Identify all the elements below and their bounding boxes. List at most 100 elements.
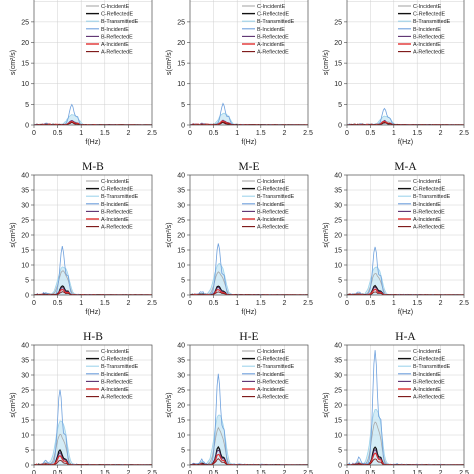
y-tick-label: 5 — [181, 277, 185, 284]
y-tick-label: 35 — [21, 357, 29, 364]
legend-label: A-IncidentE — [101, 42, 129, 48]
series-line — [347, 115, 464, 125]
x-tick-label: 0 — [32, 470, 36, 474]
x-tick-label: 0.5 — [209, 470, 219, 474]
x-tick-label: 1 — [79, 300, 83, 307]
x-tick-label: 2.5 — [147, 470, 157, 474]
x-tick-label: 2 — [126, 300, 130, 307]
legend-label: C-ReflectedE — [101, 187, 133, 193]
series-line — [34, 103, 152, 125]
series-fill — [34, 114, 152, 125]
x-axis-label: f(Hz) — [241, 139, 256, 146]
legend-label: A-IncidentE — [101, 387, 129, 393]
y-tick-label: 15 — [177, 247, 185, 254]
legend-label: A-ReflectedE — [101, 225, 133, 231]
legend-label: A-IncidentE — [257, 217, 285, 223]
legend-label: C-IncidentE — [413, 4, 442, 10]
series-line — [347, 409, 464, 465]
series-fill — [347, 116, 464, 125]
series-fill — [190, 263, 308, 295]
series-fill — [190, 415, 308, 465]
legend-label: B-ReflectedE — [413, 34, 445, 40]
y-tick-label: 25 — [334, 19, 342, 26]
legend-label: C-IncidentE — [101, 179, 130, 185]
x-tick-label: 1.5 — [256, 470, 266, 474]
series-fill — [190, 113, 308, 125]
series-line — [347, 266, 464, 295]
x-tick-label: 2.5 — [459, 130, 469, 137]
legend-label: B-TransmittedE — [101, 19, 139, 25]
x-tick-label: 1.5 — [256, 300, 266, 307]
panel-title: H-E — [239, 331, 258, 343]
series-line — [34, 270, 152, 295]
series-line — [347, 107, 464, 125]
legend-label: B-TransmittedE — [257, 194, 295, 200]
y-tick-label: 5 — [338, 277, 342, 284]
y-tick-label: 0 — [338, 462, 342, 469]
chart-panel: 0 0.5 1 1.5 2 2.5 0 5 10 15 20 25 f(Hz) s(cm²/s) C-Inc… — [166, 0, 313, 146]
y-tick-label: 0 — [25, 292, 29, 299]
legend-label: C-ReflectedE — [101, 12, 133, 18]
legend-label: B-TransmittedE — [413, 364, 451, 370]
series-fill — [347, 267, 464, 295]
y-tick-label: 20 — [21, 402, 29, 409]
legend-label: C-IncidentE — [101, 4, 130, 10]
x-tick-label: 1 — [392, 300, 396, 307]
x-tick-label: 2.5 — [303, 130, 313, 137]
y-tick-label: 20 — [21, 40, 29, 47]
y-tick-label: 15 — [177, 417, 185, 424]
y-tick-label: 40 — [21, 342, 29, 349]
legend-label: B-ReflectedE — [101, 34, 133, 40]
legend-label: C-ReflectedE — [413, 187, 445, 193]
series-line — [34, 121, 152, 125]
y-tick-label: 15 — [21, 61, 29, 68]
series-line — [190, 263, 308, 295]
legend-label: A-IncidentE — [257, 387, 285, 393]
y-tick-label: 25 — [21, 19, 29, 26]
legend-label: C-ReflectedE — [257, 187, 289, 193]
x-tick-label: 2.5 — [147, 300, 157, 307]
x-axis-label: f(Hz) — [85, 309, 100, 316]
x-tick-label: 0 — [345, 470, 349, 474]
y-tick-label: 20 — [334, 402, 342, 409]
y-tick-label: 30 — [177, 202, 185, 209]
y-tick-label: 10 — [334, 262, 342, 269]
y-tick-label: 35 — [177, 187, 185, 194]
legend-label: B-IncidentE — [257, 202, 285, 208]
y-tick-label: 30 — [21, 202, 29, 209]
legend-label: B-ReflectedE — [257, 34, 289, 40]
legend-label: B-IncidentE — [413, 372, 441, 378]
y-axis-label: s(cm²/s) — [323, 392, 330, 417]
y-axis-label: s(cm²/s) — [10, 222, 17, 247]
x-tick-label: 0.5 — [53, 300, 63, 307]
legend-label: A-ReflectedE — [257, 50, 289, 56]
legend-label: C-ReflectedE — [257, 357, 289, 363]
y-tick-label: 0 — [181, 122, 185, 129]
chart-panel: 0 0.5 1 1.5 2 2.5 0 5 10 15 20 25 f(Hz) s(cm²/s) C-Inc… — [323, 0, 469, 146]
panel-title: M-E — [238, 161, 259, 173]
y-tick-label: 0 — [338, 292, 342, 299]
x-tick-label: 2.5 — [303, 300, 313, 307]
x-tick-label: 2.5 — [459, 470, 469, 474]
series-line — [190, 112, 308, 125]
y-tick-label: 35 — [334, 187, 342, 194]
x-tick-label: 0.5 — [366, 130, 376, 137]
x-tick-label: 0.5 — [53, 130, 63, 137]
y-tick-label: 40 — [21, 172, 29, 179]
panel-title: M-A — [394, 161, 417, 173]
y-axis-label: s(cm²/s) — [10, 392, 17, 417]
legend-label: B-ReflectedE — [413, 379, 445, 385]
y-tick-label: 15 — [21, 417, 29, 424]
x-tick-label: 1 — [235, 300, 239, 307]
legend-label: A-IncidentE — [413, 387, 441, 393]
x-axis-label: f(Hz) — [398, 309, 413, 316]
legend-label: C-IncidentE — [101, 349, 130, 355]
legend-label: A-IncidentE — [413, 217, 441, 223]
legend-label: B-ReflectedE — [101, 209, 133, 215]
y-axis-label: s(cm²/s) — [166, 222, 173, 247]
y-tick-label: 20 — [334, 232, 342, 239]
legend-label: B-IncidentE — [413, 202, 441, 208]
